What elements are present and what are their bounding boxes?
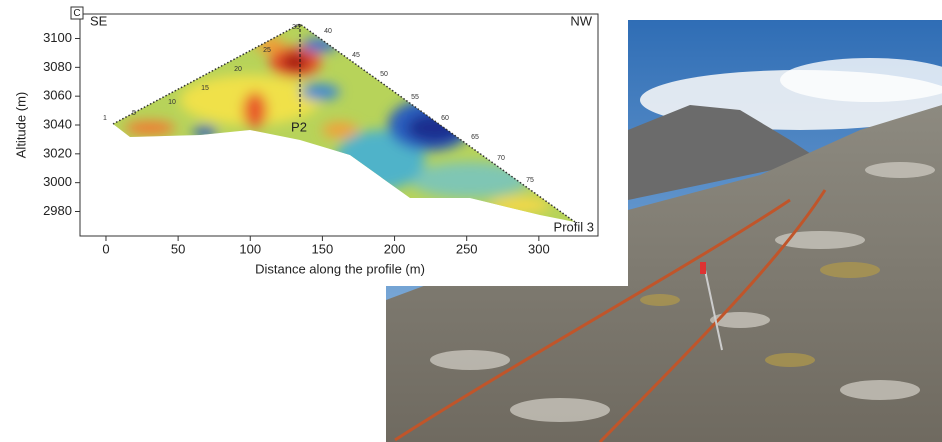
y-axis-label: Altitude (m) [13, 92, 28, 158]
x-tick-label: 250 [456, 241, 478, 256]
x-tick-label: 150 [312, 241, 334, 256]
electrode-label: 75 [526, 177, 534, 184]
y-tick-label: 3040 [43, 116, 72, 131]
x-tick-label: 0 [102, 241, 109, 256]
y-tick-label: 2980 [43, 203, 72, 218]
y-tick-label: 3060 [43, 88, 72, 103]
y-tick-label: 3000 [43, 174, 72, 189]
electrode-label: 45 [352, 52, 360, 59]
electrode-label: 15 [201, 85, 209, 92]
x-axis-label: Distance along the profile (m) [255, 261, 425, 276]
panel-label: C [73, 8, 80, 19]
electrode-label: 50 [380, 71, 388, 78]
x-tick-label: 200 [384, 241, 406, 256]
surface [112, 23, 576, 223]
electrode-label: 10 [168, 99, 176, 106]
x-tick-label: 300 [528, 241, 550, 256]
marker-label: P2 [291, 119, 307, 134]
electrode-label: 1 [103, 115, 107, 122]
y-tick-label: 3100 [43, 30, 72, 45]
electrode-label: 70 [497, 155, 505, 162]
y-tick-label: 3020 [43, 145, 72, 160]
profile-label: Profil 3 [554, 219, 594, 234]
y-tick-label: 3080 [43, 59, 72, 74]
photo [386, 20, 942, 442]
x-tick-label: 50 [171, 241, 185, 256]
electrode-label: 20 [234, 66, 242, 73]
panel-box [70, 6, 84, 20]
electrode-label: 60 [441, 115, 449, 122]
electrode-label: 55 [411, 94, 419, 101]
electrode-label: 35 [292, 24, 300, 31]
left-label: SE [90, 13, 108, 28]
electrode-label: 5 [132, 110, 136, 117]
x-tick-label: 100 [239, 241, 261, 256]
electrode-label: 25 [263, 47, 271, 54]
right-label: NW [570, 13, 592, 28]
electrode-label: 40 [324, 28, 332, 35]
electrode-label: 65 [471, 134, 479, 141]
